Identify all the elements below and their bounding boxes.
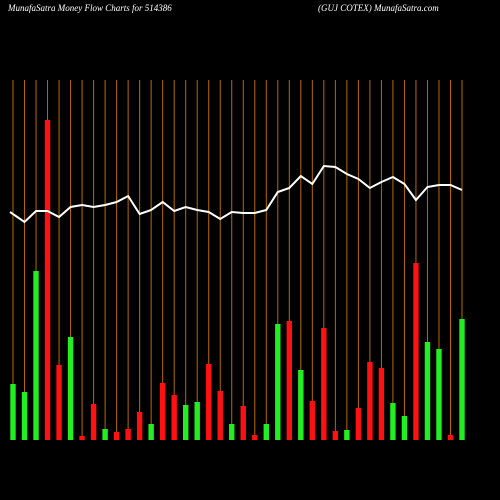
bar bbox=[21, 392, 28, 440]
bar bbox=[401, 416, 408, 440]
bar bbox=[125, 429, 131, 440]
bar bbox=[90, 404, 97, 440]
bar bbox=[10, 384, 16, 440]
bar bbox=[367, 362, 373, 440]
bar bbox=[263, 424, 269, 440]
bar bbox=[298, 370, 304, 440]
bar bbox=[56, 365, 62, 440]
bar bbox=[436, 349, 442, 440]
bar bbox=[217, 391, 223, 440]
bar bbox=[447, 435, 454, 440]
chart-subtitle: (GUJ COTEX) MunafaSatra.com bbox=[318, 3, 439, 13]
bar bbox=[67, 337, 74, 440]
bar bbox=[136, 412, 143, 440]
bar bbox=[344, 430, 350, 440]
bar bbox=[321, 328, 327, 440]
bar bbox=[159, 383, 166, 440]
bar bbox=[206, 364, 212, 440]
money-flow-line bbox=[9, 164, 463, 224]
bar bbox=[79, 436, 85, 440]
bar bbox=[182, 405, 189, 440]
bar bbox=[171, 395, 177, 440]
bar bbox=[252, 435, 258, 440]
bar bbox=[275, 324, 281, 440]
bar bbox=[148, 424, 154, 440]
bar bbox=[459, 319, 465, 440]
bar bbox=[33, 271, 39, 440]
bar bbox=[332, 431, 339, 440]
bar bbox=[309, 401, 316, 440]
chart-title: MunafaSatra Money Flow Charts for 514386 bbox=[7, 3, 172, 13]
bar bbox=[113, 432, 120, 440]
bar bbox=[240, 406, 246, 440]
bar bbox=[424, 342, 431, 440]
bar bbox=[44, 120, 51, 440]
bar bbox=[390, 403, 396, 440]
bar bbox=[102, 429, 108, 440]
bar bbox=[229, 424, 235, 440]
bar bbox=[378, 368, 385, 440]
bar bbox=[194, 402, 200, 440]
bar bbox=[413, 263, 419, 440]
bar bbox=[355, 408, 362, 440]
bar bbox=[286, 321, 293, 440]
